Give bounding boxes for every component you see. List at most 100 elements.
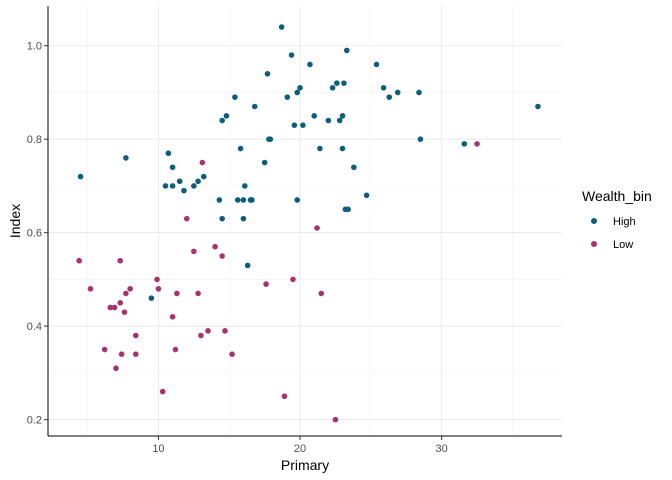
data-point-high bbox=[162, 183, 169, 189]
data-point-high bbox=[307, 61, 313, 68]
data-point-high bbox=[242, 183, 248, 189]
data-point-high bbox=[191, 183, 197, 189]
data-point-low bbox=[118, 351, 125, 358]
data-point-low bbox=[159, 388, 166, 395]
data-point-low bbox=[121, 309, 128, 315]
data-point-high bbox=[237, 145, 244, 152]
major-grid bbox=[48, 6, 562, 436]
data-point-high bbox=[334, 80, 340, 86]
data-point-high bbox=[417, 136, 424, 143]
data-point-high bbox=[288, 52, 295, 58]
data-point-high bbox=[195, 178, 201, 185]
data-point-high bbox=[244, 262, 251, 269]
data-point-high bbox=[294, 197, 301, 203]
data-point-low bbox=[199, 159, 206, 166]
axes bbox=[47, 6, 562, 437]
data-point-high bbox=[200, 173, 207, 180]
data-points bbox=[76, 24, 541, 423]
legend-label-high: High bbox=[613, 216, 636, 228]
x-tick-label: 10 bbox=[152, 443, 164, 455]
data-point-high bbox=[123, 155, 129, 161]
data-point-high bbox=[284, 94, 291, 100]
data-point-low bbox=[174, 290, 180, 297]
y-axis-title: Index bbox=[7, 204, 23, 238]
data-point-high bbox=[234, 197, 241, 203]
data-point-low bbox=[281, 393, 288, 400]
legend-key-high bbox=[591, 218, 597, 224]
x-ticks: 10 20 30 bbox=[152, 436, 448, 455]
data-point-low bbox=[229, 351, 235, 358]
x-axis-title: Primary bbox=[281, 457, 329, 473]
data-point-high bbox=[535, 103, 541, 110]
data-point-low bbox=[183, 215, 190, 222]
data-point-high bbox=[165, 150, 172, 157]
data-point-low bbox=[117, 257, 124, 264]
x-tick-label: 30 bbox=[436, 443, 448, 455]
data-point-low bbox=[212, 243, 218, 250]
data-point-high bbox=[351, 164, 357, 171]
data-point-low bbox=[191, 248, 197, 255]
data-point-high bbox=[311, 113, 318, 119]
legend-title: Wealth_bin bbox=[582, 188, 652, 204]
data-point-high bbox=[416, 89, 422, 96]
data-point-high bbox=[148, 295, 155, 301]
data-point-high bbox=[223, 113, 230, 119]
data-point-low bbox=[318, 290, 325, 297]
data-point-low bbox=[172, 346, 179, 353]
data-point-low bbox=[101, 346, 108, 353]
y-tick-label: 0.8 bbox=[27, 134, 42, 146]
data-point-high bbox=[294, 89, 301, 96]
data-point-high bbox=[336, 117, 343, 124]
data-point-low bbox=[76, 257, 82, 264]
data-point-high bbox=[341, 80, 347, 86]
data-point-low bbox=[314, 225, 320, 231]
data-point-low bbox=[155, 285, 162, 292]
y-tick-label: 0.2 bbox=[27, 415, 42, 427]
data-point-low bbox=[263, 281, 269, 287]
data-point-low bbox=[127, 285, 133, 292]
data-point-low bbox=[111, 304, 118, 311]
data-point-low bbox=[205, 328, 211, 334]
y-tick-label: 0.6 bbox=[27, 228, 42, 240]
data-point-high bbox=[297, 84, 303, 91]
data-point-high bbox=[240, 197, 247, 203]
data-point-high bbox=[373, 61, 380, 68]
data-point-high bbox=[267, 136, 274, 143]
data-point-high bbox=[291, 122, 298, 128]
data-point-high bbox=[339, 113, 346, 119]
data-point-high bbox=[251, 103, 258, 110]
data-point-high bbox=[380, 84, 387, 91]
y-tick-label: 1.0 bbox=[27, 41, 42, 53]
data-point-low bbox=[195, 290, 201, 297]
data-point-low bbox=[132, 351, 139, 358]
data-point-high bbox=[317, 145, 323, 152]
data-point-high bbox=[363, 192, 370, 199]
data-point-high bbox=[329, 84, 336, 91]
data-point-high bbox=[77, 173, 84, 180]
data-point-low bbox=[474, 141, 480, 147]
data-point-high bbox=[176, 178, 183, 185]
data-point-low bbox=[290, 276, 296, 283]
data-point-low bbox=[222, 328, 228, 334]
legend-key-low bbox=[591, 241, 597, 247]
data-point-low bbox=[169, 314, 176, 320]
data-point-high bbox=[394, 89, 401, 96]
data-point-high bbox=[325, 117, 332, 124]
data-point-low bbox=[117, 299, 124, 306]
data-point-high bbox=[345, 206, 351, 213]
y-ticks: 0.2 0.4 0.6 0.8 1.0 bbox=[27, 41, 48, 427]
data-point-low bbox=[123, 290, 129, 297]
data-point-high bbox=[249, 197, 255, 203]
minor-grid bbox=[48, 6, 562, 436]
data-point-low bbox=[198, 332, 204, 339]
data-point-high bbox=[343, 47, 350, 54]
data-point-high bbox=[386, 94, 393, 100]
y-tick-label: 0.4 bbox=[27, 321, 42, 333]
data-point-low bbox=[107, 304, 114, 311]
data-point-low bbox=[154, 276, 160, 283]
data-point-high bbox=[261, 159, 268, 166]
data-point-high bbox=[216, 197, 223, 203]
data-point-high bbox=[278, 24, 285, 30]
data-point-low bbox=[219, 253, 225, 259]
